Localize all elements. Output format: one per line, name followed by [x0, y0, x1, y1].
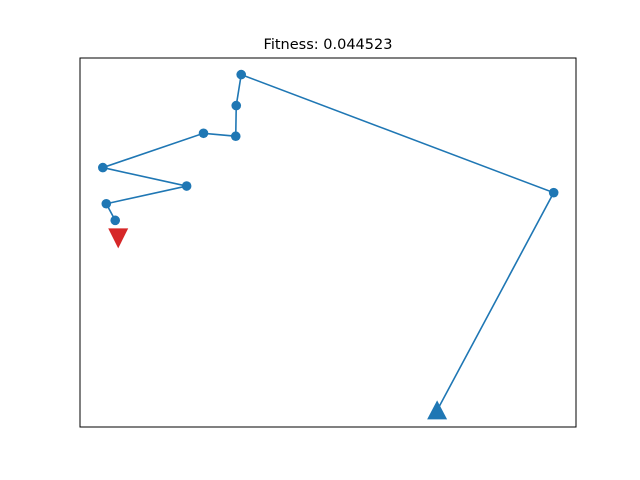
plot-area-frame — [79, 57, 577, 428]
data-point — [548, 187, 559, 198]
data-point — [101, 198, 112, 209]
data-point — [236, 69, 246, 80]
chart-title: Fitness: 0.044523 — [264, 37, 393, 53]
series-layer — [98, 69, 559, 411]
end-marker — [108, 228, 129, 249]
data-point — [198, 128, 209, 139]
data-point — [181, 181, 192, 191]
data-point — [110, 215, 121, 226]
series-line — [99, 73, 555, 411]
data-point — [98, 162, 108, 173]
start-marker — [427, 400, 448, 420]
data-point — [230, 131, 241, 142]
marker-layer — [108, 228, 448, 420]
data-point — [231, 100, 242, 111]
